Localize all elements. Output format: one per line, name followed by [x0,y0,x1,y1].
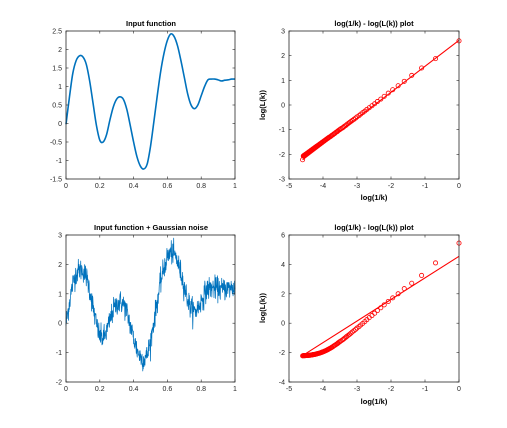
subplot-4-data-point [395,291,401,297]
subplot-2-ytick-label: 1 [281,78,285,85]
subplot-3-ytick-label: 3 [58,233,62,240]
subplot-4-xtick-label: 0 [457,386,461,393]
subplot-4-data-point [409,280,415,286]
subplot-4-data-point [378,305,384,311]
subplot-2-data-point [385,90,391,96]
subplot-2-data-point [300,153,306,159]
subplot-3-ytick-label: 2 [58,262,62,269]
subplot-4-data-point [433,260,439,266]
subplot-4-data-point [390,295,396,301]
subplot-input-noise: Input function + Gaussian noise 0 0.2 0.4 0… [56,223,237,393]
subplot-1-xtick-label: 0.8 [196,183,206,190]
subplot-3-xtick-label: 0 [64,386,68,393]
subplot-2-ytick-label: 3 [281,29,285,36]
subplot-4-ytick-label: 4 [281,262,285,269]
subplot-4-data-point [385,298,391,304]
subplot-4-ytick-label: 6 [281,233,285,240]
subplot-4-xtick-label: -1 [422,386,428,393]
subplot-1-ytick-label: 2 [58,47,62,54]
subplot-4-ylabel: log(L(k)) [258,293,267,323]
subplot-loglog-clean: log(1/k) - log(L(k)) plot log(1/k) log(L… [258,19,462,202]
subplot-1-plot-area [65,33,236,170]
subplot-2-xtick-label: -1 [422,183,428,190]
subplot-2-xtick-label: -5 [286,183,292,190]
subplot-2-ytick-label: 0 [281,103,285,110]
subplot-1-ytick-label: 1 [58,84,62,91]
subplot-2-data-point [395,83,401,89]
subplot-2-data-point [354,114,360,120]
subplot-4-ytick-label: -4 [279,380,285,387]
subplot-2-data-point [300,157,306,163]
subplot-1-ytick-label: -1.5 [50,177,62,184]
subplot-3-title: Input function + Gaussian noise [94,223,208,232]
subplot-4-xtick-label: -3 [354,386,360,393]
subplot-2-xtick-label: -3 [354,183,360,190]
subplot-4-data-point [354,325,360,331]
subplot-4-xtick-label: -4 [320,386,326,393]
subplot-4-xtick-label: -5 [286,386,292,393]
subplot-4-data-point [401,286,407,292]
subplot-3-ytick-label: -2 [56,380,62,387]
subplot-2-data-point [433,56,439,62]
subplot-3-noisy-series-line [65,237,236,372]
subplot-2-ytick-label: -3 [279,177,285,184]
subplot-3-ytick-label: 1 [58,291,62,298]
subplot-1-xtick-label: 0.4 [129,183,139,190]
subplot-2-title: log(1/k) - log(L(k)) plot [334,19,414,28]
subplot-1-ytick-label: 0 [58,121,62,128]
subplot-1-series-line [65,33,236,170]
subplot-3-xtick-label: 1 [233,386,237,393]
subplot-2-data-point [381,93,387,99]
subplot-3-xtick-label: 0.6 [163,386,173,393]
subplot-4-ytick-label: 0 [281,321,285,328]
subplot-2-xtick-label: -4 [320,183,326,190]
subplot-4-data-point [419,272,425,278]
subplot-2-data-point [419,65,425,71]
subplot-4-xtick-label: -2 [388,386,394,393]
subplot-4-data-point [381,302,387,308]
subplot-4-title: log(1/k) - log(L(k)) plot [334,223,414,232]
subplot-3-ytick-label: 0 [58,321,62,328]
subplot-3-xtick-label: 0.4 [129,386,139,393]
subplot-4-plot-area [300,240,462,359]
subplot-1-ytick-label: 2.5 [52,29,62,36]
subplot-2-xtick-label: 0 [457,183,461,190]
subplot-loglog-noise: log(1/k) - log(L(k)) plot log(1/k) log(L… [258,223,462,406]
subplot-2-ylabel: log(L(k)) [258,90,267,120]
subplot-4-data-point [374,308,380,314]
subplot-2-data-point [401,78,407,84]
subplot-2-data-point [390,87,396,93]
subplot-input-function: Input function 0 0.2 0.4 0.6 0.8 1 -1.5 -1 -0.5 0… [50,19,237,190]
subplot-1-ytick-label: -0.5 [50,140,62,147]
subplot-1-xtick-label: 0 [64,183,68,190]
subplot-2-data-point [409,72,415,78]
subplot-3-ytick-label: -1 [56,350,62,357]
subplot-3-axes-box [65,234,236,383]
subplot-1-xtick-label: 1 [233,183,237,190]
subplot-4-data-point [300,353,306,359]
subplot-1-ytick-label: 0.5 [52,103,62,110]
subplot-4-ytick-label: 2 [281,291,285,298]
subplot-3-plot-area [65,237,236,372]
subplot-2-ytick-label: -2 [279,152,285,159]
subplot-2-plot-area [300,38,462,163]
subplot-1-ytick-label: 1.5 [52,66,62,73]
subplot-2-xlabel: log(1/k) [361,193,388,202]
subplot-2-ytick-label: -1 [279,127,285,134]
subplot-3-xtick-label: 0.2 [95,386,105,393]
subplot-1-xtick-label: 0.6 [163,183,173,190]
subplot-1-ytick-label: -1 [56,158,62,165]
subplot-2-xtick-label: -2 [388,183,394,190]
subplot-3-xtick-label: 0.8 [196,386,206,393]
subplot-1-title: Input function [126,19,176,28]
subplot-2-ytick-label: 2 [281,53,285,60]
subplot-1-xtick-label: 0.2 [95,183,105,190]
subplot-4-axes-box [288,234,460,383]
subplot-2-data-point [378,96,384,102]
subplot-4-ytick-label: -2 [279,350,285,357]
subplot-4-xlabel: log(1/k) [361,397,388,406]
